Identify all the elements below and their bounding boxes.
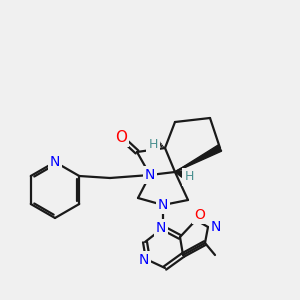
- Text: H: H: [148, 137, 158, 151]
- Text: O: O: [195, 208, 206, 222]
- Text: N: N: [211, 220, 221, 234]
- Polygon shape: [175, 171, 184, 177]
- Polygon shape: [175, 145, 222, 172]
- Text: N: N: [50, 155, 60, 169]
- Text: N: N: [158, 198, 168, 212]
- Text: N: N: [145, 168, 155, 182]
- Text: O: O: [115, 130, 127, 145]
- Text: N: N: [139, 253, 149, 267]
- Text: N: N: [156, 221, 166, 235]
- Text: H: H: [184, 170, 194, 184]
